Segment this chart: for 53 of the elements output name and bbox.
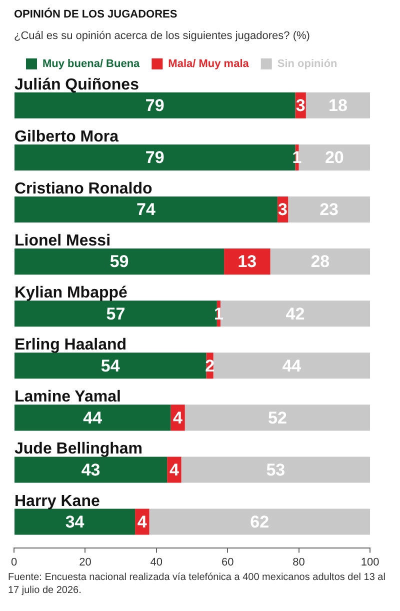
x-tick-label: 20	[79, 556, 92, 568]
data-label: 4	[169, 460, 180, 480]
data-label: 4	[173, 408, 184, 428]
chart-title: OPINIÓN DE LOS JUGADORES	[14, 8, 178, 21]
legend-label: Muy buena/ Buena	[42, 58, 141, 70]
y-tick-label: Lionel Messi	[14, 232, 111, 250]
data-label: 34	[65, 512, 85, 532]
data-label: 74	[136, 200, 156, 220]
bar	[14, 196, 278, 223]
bar	[213, 352, 370, 379]
bar	[14, 300, 217, 327]
legend-label: Mala/ Muy mala	[168, 58, 250, 70]
x-tick-label: 100	[360, 556, 380, 568]
data-label: 4	[137, 512, 148, 532]
bar	[181, 456, 370, 483]
bar	[14, 508, 136, 535]
data-label: 44	[83, 408, 103, 428]
bar	[184, 404, 370, 431]
data-label: 54	[100, 356, 120, 376]
y-tick-label: Erling Haaland	[14, 336, 127, 354]
y-tick-label: Cristiano Ronaldo	[14, 180, 153, 198]
data-label: 43	[81, 460, 100, 480]
data-label: 3	[296, 96, 306, 116]
data-label: 79	[145, 96, 164, 116]
y-tick-label: Kylian Mbappé	[14, 284, 128, 302]
x-tick-label: 40	[150, 556, 163, 568]
y-tick-label: Gilberto Mora	[14, 128, 119, 146]
bar	[14, 456, 168, 483]
bar	[149, 508, 370, 535]
bar	[14, 352, 206, 379]
bar	[306, 92, 370, 118]
data-label: 13	[238, 252, 257, 272]
bar	[288, 196, 370, 223]
bar	[270, 248, 370, 275]
x-tick-label: 0	[10, 556, 18, 568]
data-label: 57	[106, 304, 126, 324]
x-tick-label: 60	[221, 556, 234, 568]
data-label: 59	[110, 252, 129, 272]
data-label: 79	[145, 148, 164, 168]
chart-subtitle: ¿Cuál es su opinión acerca de los siguientes jugadores? (%)	[14, 30, 310, 42]
data-label: 1	[214, 304, 224, 324]
data-label: 1	[292, 148, 302, 168]
y-tick-label: Harry Kane	[14, 492, 100, 510]
y-tick-label: Lamine Yamal	[14, 388, 121, 406]
source-note: Fuente: Encuesta nacional realizada vía telefónica a 400 mexicanos adultos del 13 al 17 julio de 2026.	[8, 572, 386, 597]
x-tick-label: 80	[292, 556, 305, 568]
bar	[14, 92, 296, 118]
y-tick-label: Julián Quiñones	[14, 76, 140, 94]
bar	[14, 248, 224, 275]
data-label: 3	[278, 200, 288, 220]
bar	[224, 248, 270, 275]
bar	[14, 404, 171, 431]
y-tick-label: Jude Bellingham	[14, 440, 143, 458]
